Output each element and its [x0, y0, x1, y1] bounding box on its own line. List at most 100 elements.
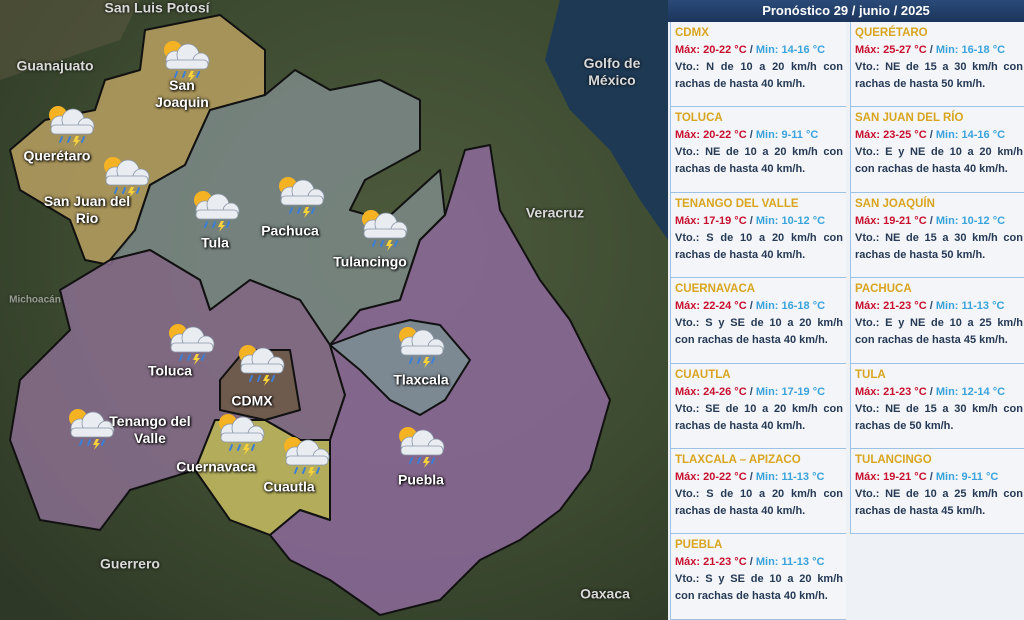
city-name: CDMX [675, 27, 709, 39]
city-name: CUAUTLA [675, 368, 731, 381]
city-name: TULA [855, 368, 886, 381]
temperature: Máx: 22-24 °C / Min: 16-18 °C [675, 298, 843, 315]
min-temp: Min: 12-14 °C [935, 385, 1006, 398]
forecast-cell: QUERÉTARO Máx: 25-27 °C / Min: 16-18 °C Vt… [850, 22, 1024, 108]
region-label: Guanajuato [16, 57, 94, 74]
terrain-patch [0, 0, 140, 80]
wind: Vto.: E y NE de 10 a 20 km/h con rachas … [855, 146, 1023, 176]
city-name: PUEBLA [675, 539, 723, 552]
separator: / [749, 129, 753, 142]
separator: / [929, 385, 933, 398]
separator: / [929, 44, 933, 56]
storm-icon [239, 345, 285, 386]
wind: Vto.: NE de 15 a 30 km/h con rachas de h… [855, 61, 1023, 90]
city-label: Querétaro [23, 147, 91, 164]
city-label: Tenango del Valle [109, 413, 191, 446]
max-temp: Máx: 24-26 °C [675, 385, 747, 398]
city-label: San Joaquin [155, 77, 209, 110]
region-label: San Luis Potosí [104, 0, 210, 16]
region-label: Guerrero [100, 555, 160, 572]
city-name: TOLUCA [675, 112, 723, 125]
min-temp: Min: 10-12 °C [755, 214, 826, 227]
min-temp: Min: 16-18 °C [935, 44, 1006, 56]
wind: Vto.: NE de 10 a 20 km/h con rachas de h… [675, 146, 843, 176]
forecast-grid: CDMX Máx: 20-22 °C / Min: 14-16 °C Vto.: N… [668, 22, 1024, 620]
storm-icon [399, 427, 445, 468]
min-temp: Min: 11-13 °C [935, 300, 1005, 313]
wind: Vto.: S y SE de 10 a 20 km/h con rachas … [675, 317, 843, 347]
max-temp: Máx: 23-25 °C [855, 129, 927, 142]
city-label: Cuernavaca [176, 458, 256, 475]
temperature: Máx: 17-19 °C / Min: 10-12 °C [675, 213, 843, 230]
separator: / [929, 214, 933, 227]
max-temp: Máx: 21-23 °C [855, 300, 927, 313]
city-name: SAN JUAN DEL RÍO [855, 112, 964, 125]
wind: Vto.: S y SE de 10 a 20 km/h con rachas … [675, 573, 843, 603]
wind: Vto.: NE de 15 a 30 km/h con rachas de h… [855, 231, 1023, 261]
max-temp: Máx: 17-19 °C [675, 214, 747, 227]
forecast-cell: CDMX Máx: 20-22 °C / Min: 14-16 °C Vto.: N… [670, 22, 846, 108]
forecast-cell: PUEBLA Máx: 21-23 °C / Min: 11-13 °C Vto.:… [670, 534, 846, 620]
separator: / [749, 556, 753, 569]
temperature: Máx: 21-23 °C / Min: 11-13 °C [855, 298, 1023, 315]
wind: Vto.: NE de 15 a 30 km/h con rachas de 5… [855, 402, 1023, 432]
max-temp: Máx: 20-22 °C [675, 129, 747, 142]
storm-icon [284, 437, 330, 478]
min-temp: Min: 10-12 °C [935, 214, 1006, 227]
region-label: Michoacán [9, 294, 61, 306]
forecast-cell: SAN JUAN DEL RÍO Máx: 23-25 °C / Min: 14-… [850, 107, 1024, 193]
temperature: Máx: 19-21 °C / Min: 10-12 °C [855, 213, 1023, 230]
max-temp: Máx: 20-22 °C [675, 470, 747, 483]
temperature: Máx: 20-22 °C / Min: 14-16 °C [675, 42, 843, 59]
separator: / [749, 214, 753, 227]
wind: Vto.: E y NE de 10 a 25 km/h con rachas … [855, 317, 1023, 347]
max-temp: Máx: 21-23 °C [855, 385, 927, 398]
forecast-panel: Pronóstico 29 / junio / 2025 CDMX Máx: 20… [668, 0, 1024, 620]
storm-icon [399, 327, 445, 368]
forecast-cell: TLAXCALA – APIZACO Máx: 20-22 °C / Min: 1… [670, 448, 846, 535]
panel-title: Pronóstico 29 / junio / 2025 [668, 0, 1024, 22]
max-temp: Máx: 19-21 °C [855, 214, 927, 227]
storm-icon [69, 409, 115, 450]
region-label: Veracruz [525, 204, 585, 221]
city-label: Toluca [147, 362, 193, 379]
city-name: CUERNAVACA [675, 283, 756, 296]
city-label: Puebla [398, 471, 444, 488]
region-label: Oaxaca [580, 585, 630, 602]
max-temp: Máx: 20-22 °C [675, 44, 747, 56]
weather-icons [49, 41, 445, 478]
temperature: Máx: 20-22 °C / Min: 11-13 °C [675, 469, 843, 486]
wind: Vto.: NE de 10 a 25 km/h con rachas de h… [855, 487, 1023, 517]
separator: / [749, 300, 753, 313]
separator: / [929, 129, 933, 142]
forecast-cell: PACHUCA Máx: 21-23 °C / Min: 11-13 °C Vto.… [850, 278, 1024, 364]
max-temp: Máx: 19-21 °C [855, 470, 927, 483]
region-label: Golfo de México [583, 55, 641, 88]
max-temp: Máx: 25-27 °C [855, 44, 927, 56]
forecast-cell: CUERNAVACA Máx: 22-24 °C / Min: 16-18 °C V… [670, 278, 846, 364]
city-label: Pachuca [261, 222, 319, 239]
storm-icon [362, 210, 408, 251]
storm-icon [279, 177, 325, 218]
wind: Vto.: S de 10 a 20 km/h con rachas de ha… [675, 487, 843, 517]
city-name: PACHUCA [855, 283, 912, 296]
temperature: Máx: 21-23 °C / Min: 11-13 °C [675, 554, 843, 571]
storm-icon [169, 324, 215, 365]
wind: Vto.: N de 10 a 20 km/h con rachas de ha… [675, 61, 843, 90]
city-label: Tula [201, 234, 229, 251]
storm-icon [49, 106, 95, 147]
queretaro-region [9, 14, 266, 266]
forecast-cell: TULA Máx: 21-23 °C / Min: 12-14 °C Vto.: N… [850, 363, 1024, 449]
separator: / [749, 385, 753, 398]
temperature: Máx: 23-25 °C / Min: 14-16 °C [855, 127, 1023, 144]
max-temp: Máx: 22-24 °C [675, 300, 747, 313]
min-temp: Min: 14-16 °C [755, 44, 826, 56]
storm-icon [104, 157, 150, 198]
temperature: Máx: 20-22 °C / Min: 9-11 °C [675, 127, 843, 144]
max-temp: Máx: 21-23 °C [675, 556, 747, 569]
temperature: Máx: 21-23 °C / Min: 12-14 °C [855, 384, 1023, 401]
wind: Vto.: S de 10 a 20 km/h con rachas de ha… [675, 231, 843, 261]
min-temp: Min: 9-11 °C [935, 470, 999, 483]
storm-icon [219, 414, 265, 455]
separator: / [929, 300, 933, 313]
